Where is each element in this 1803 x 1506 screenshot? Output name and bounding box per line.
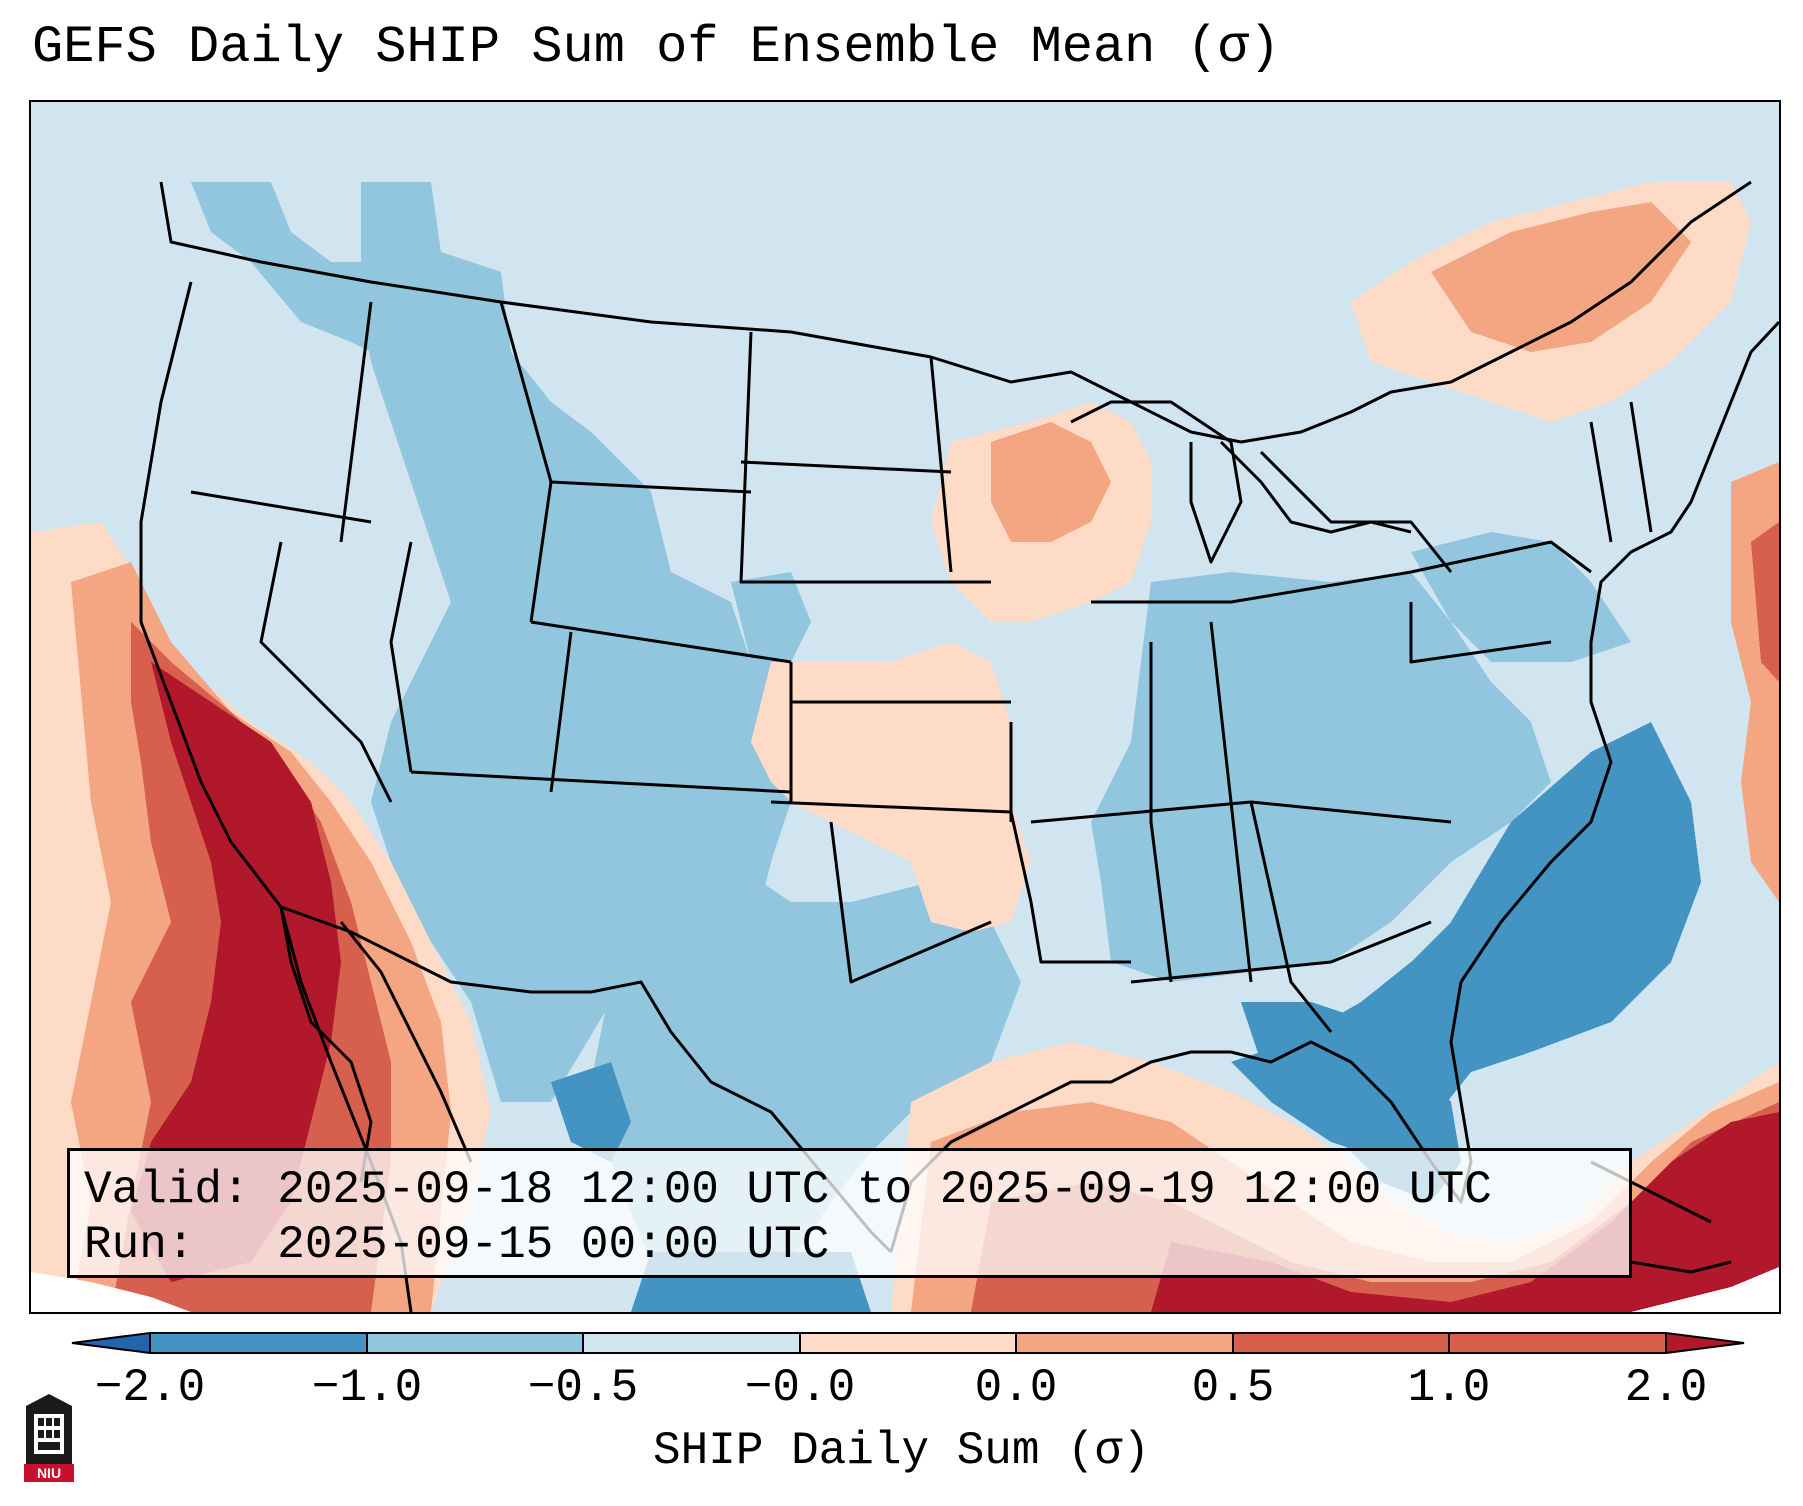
colorbar-bin [367,1333,583,1353]
colorbar-tick-label: 2.0 [1624,1362,1708,1414]
colorbar-tick-label: 0.0 [974,1362,1058,1414]
field-texas-deep [551,1062,631,1162]
niu-logo: NIU [24,1394,74,1482]
valid-line: Valid: 2025-09-18 12:00 UTC to 2025-09-1… [84,1164,1492,1216]
colorbar-tick-label: −0.0 [744,1362,856,1414]
colorbar-label: SHIP Daily Sum (σ) [653,1425,1150,1477]
colorbar-extend-high [1666,1333,1744,1353]
colorbar-bin [1233,1333,1449,1353]
colorbar-tick-label: −0.5 [527,1362,639,1414]
colorbar-bin [583,1333,800,1353]
colorbar-extend-low [72,1333,150,1353]
field-northeast [1411,532,1631,662]
field-northern-rockies [191,182,411,362]
colorbar-bin [150,1333,367,1353]
colorbar-tick-label: −1.0 [311,1362,423,1414]
colorbar-bin [1449,1333,1666,1353]
field-plains-positive [751,642,1031,932]
field-ohio-valley [1091,572,1551,982]
colorbar [71,1332,1745,1354]
field-baja-core [131,662,341,1282]
figure-title: GEFS Daily SHIP Sum of Ensemble Mean (σ) [32,18,1281,77]
colorbar-tick-label: 1.0 [1407,1362,1491,1414]
colorbar-tick-label: −2.0 [94,1362,206,1414]
anomaly-map [31,102,1779,1312]
projection-edge-left [31,1272,191,1312]
logo-text: NIU [37,1465,61,1481]
east-coast [1459,320,1779,983]
colorbar-ticks [149,1333,1667,1353]
colorbar-tick-label: 0.5 [1191,1362,1275,1414]
colorbar-bins [71,1332,1745,1354]
field-iowa [991,422,1111,542]
us-canada-border [159,180,1752,444]
field-nebraska-blue [731,572,811,662]
run-line: Run: 2025-09-15 00:00 UTC [84,1219,830,1271]
map-panel [29,100,1781,1314]
political-borders [139,180,1779,1312]
field-quebec-core [1431,202,1691,352]
colorbar-bin [1016,1333,1233,1353]
projection-edge-right [1631,1267,1779,1312]
colorbar-bin [800,1333,1016,1353]
field-atlantic-east-strong [1751,522,1779,682]
info-box: Valid: 2025-09-18 12:00 UTC to 2025-09-1… [67,1148,1632,1278]
